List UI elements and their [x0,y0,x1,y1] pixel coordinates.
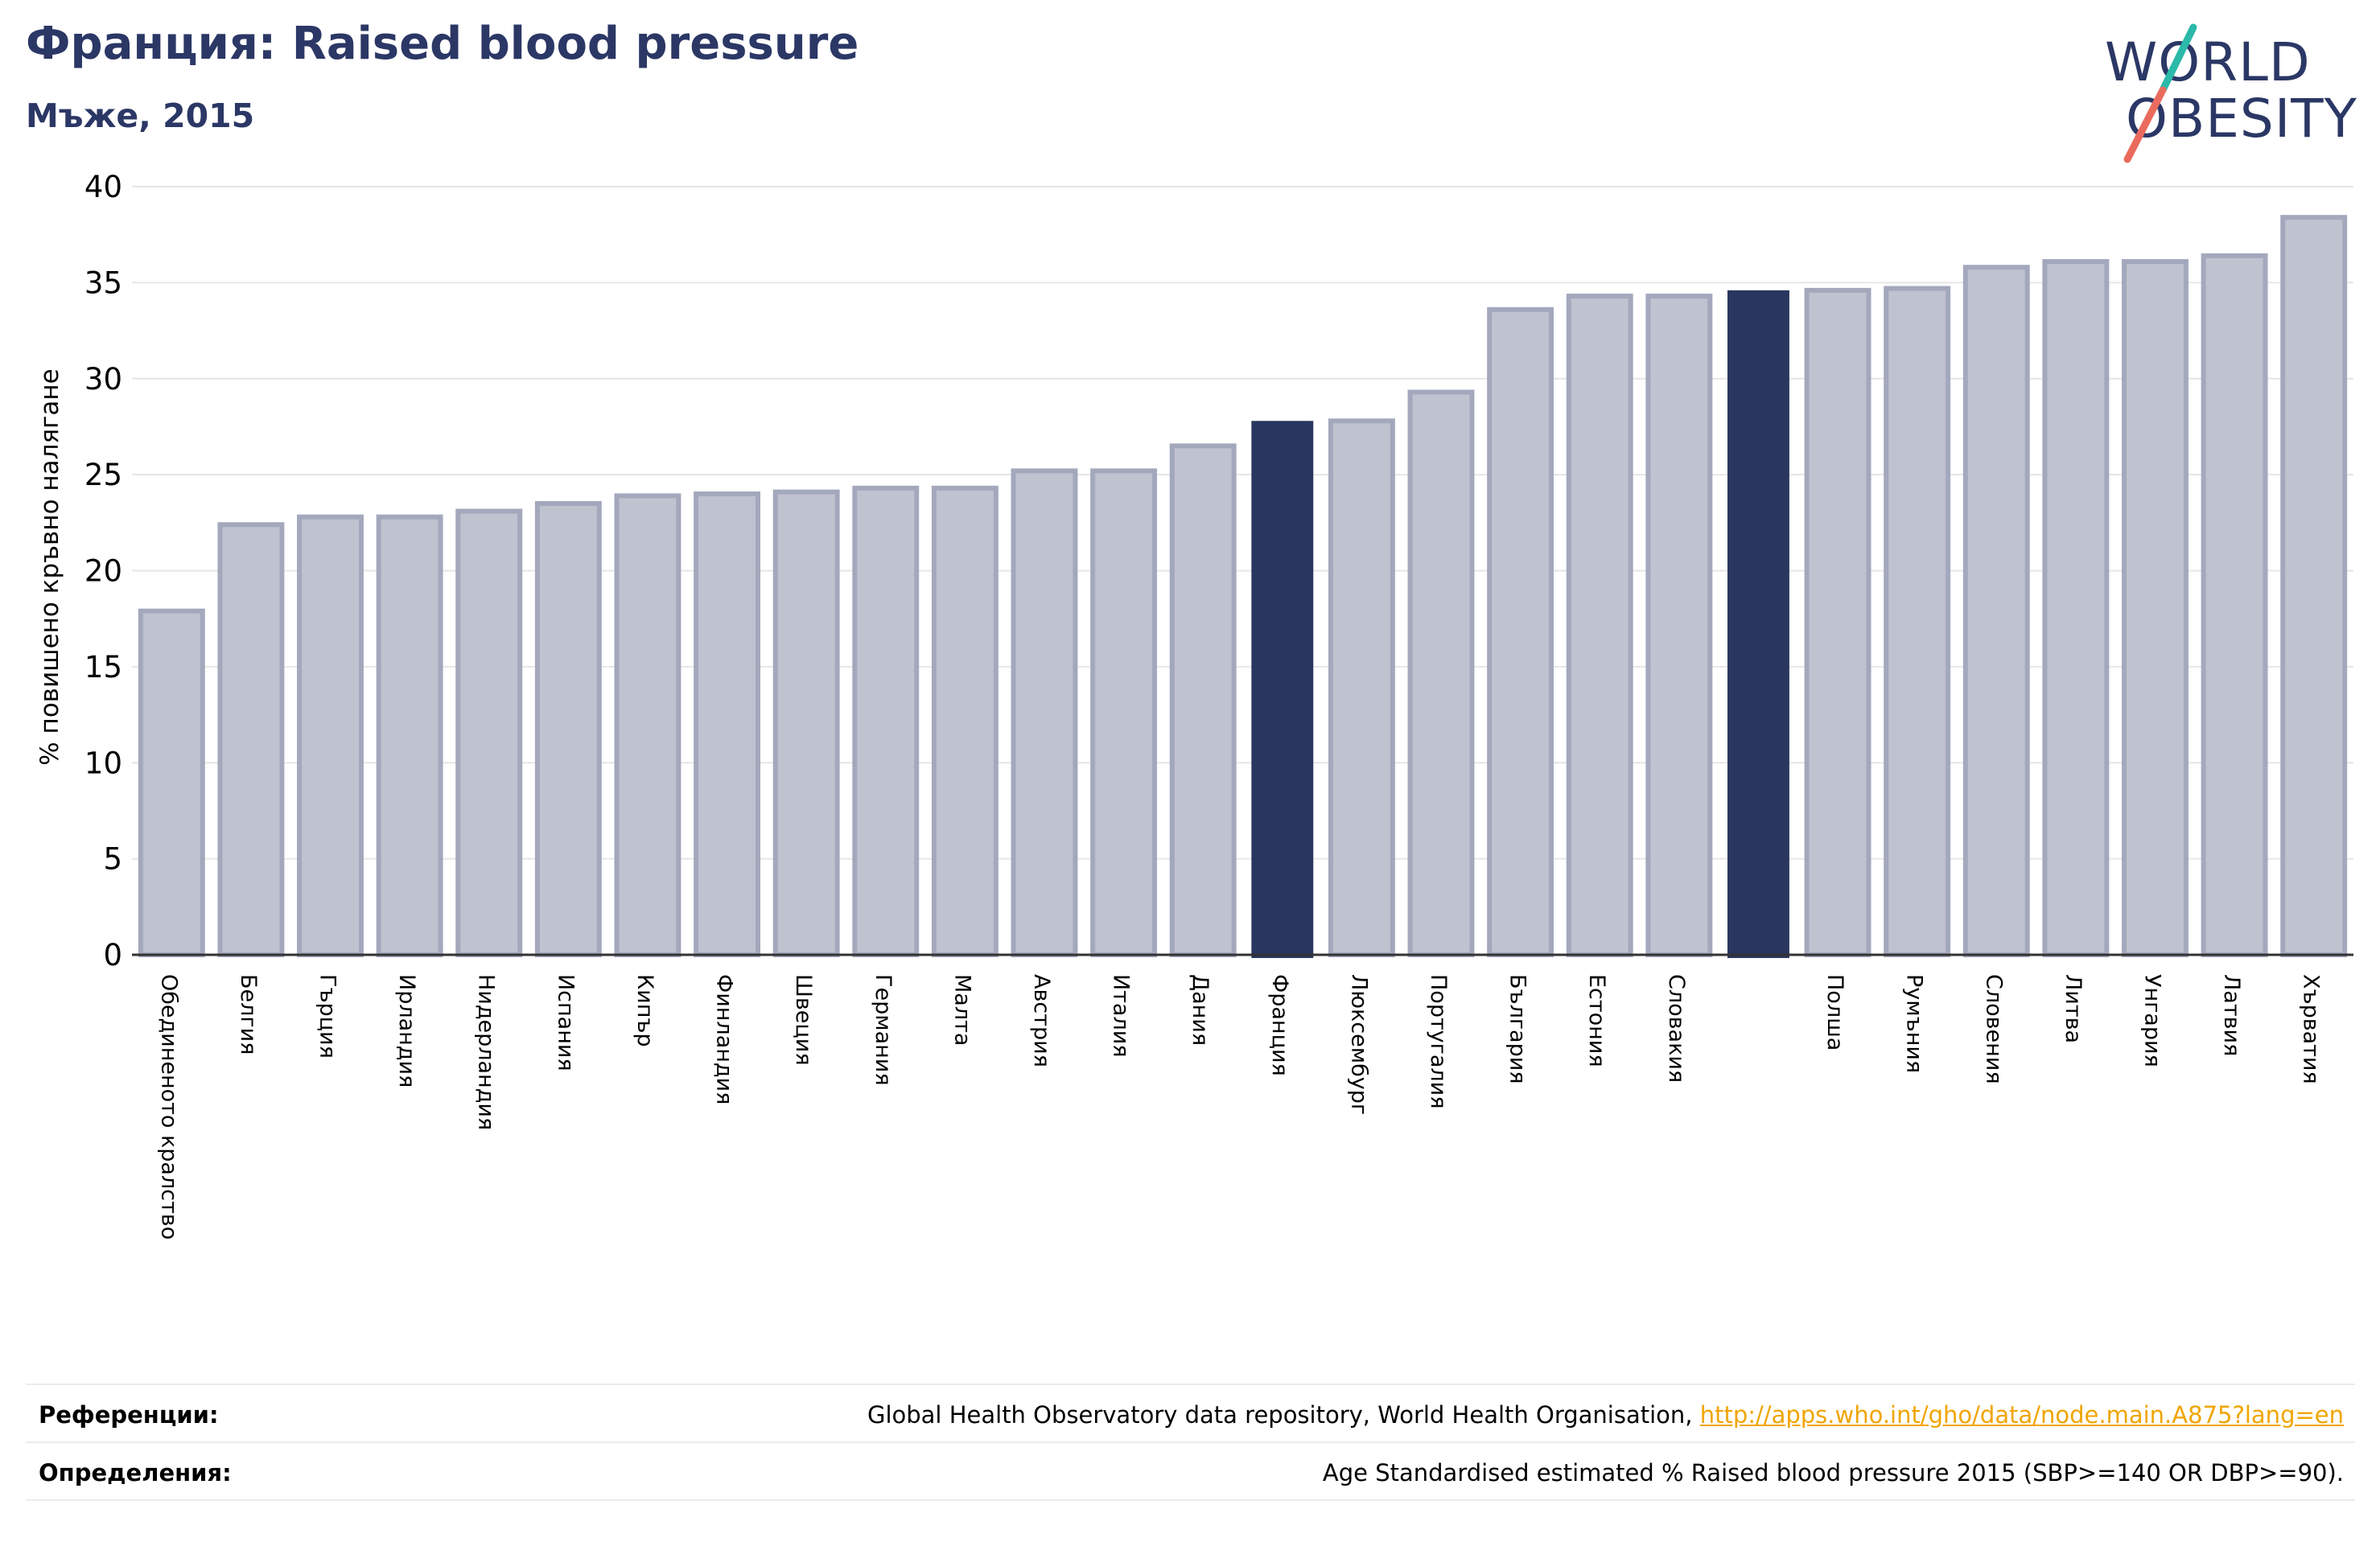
definitions-text: Age Standardised estimated % Raised bloo… [1322,1459,2344,1486]
y-tick-label: 10 [84,746,122,780]
bar-highlight [1251,421,1314,958]
bar [1566,294,1633,957]
x-tick-label: Португалия [1426,974,1451,1108]
y-tick-labels: 0 5 10 15 20 25 30 35 40 [84,170,122,972]
y-tick-label: 30 [84,362,122,397]
bar [1645,294,1713,957]
bar [2042,259,2110,957]
x-tick-label: Румъния [1902,974,1927,1073]
bar [1804,287,1871,957]
x-tick-label: Италия [1109,974,1134,1058]
bar [1962,265,2030,957]
bar [852,485,920,957]
bar [2122,259,2189,957]
bar [1169,443,1237,957]
x-tick-label: Словения [1981,974,2006,1084]
logo-line1: WORLD [2105,31,2311,93]
x-tick-label: Испания [553,974,578,1071]
x-tick-label: Германия [871,974,896,1086]
references-text: Global Health Observatory data repositor… [867,1401,2344,1429]
x-tick-label: Австрия [1029,974,1054,1067]
y-tick-label: 5 [103,842,122,877]
bar [297,514,364,957]
logo-slash-coral [2123,86,2167,163]
bar [1884,286,1951,958]
bar [1011,468,1078,957]
bar [614,493,681,957]
bar [217,522,285,957]
references-source: Global Health Observatory data repositor… [867,1401,1700,1429]
bar [1328,418,1395,957]
x-tick-label: Нидерландия [474,974,499,1130]
x-tick-label: Естония [1584,974,1609,1067]
bar [931,485,999,957]
bar [376,514,443,957]
x-tick-label: Швеция [791,974,816,1066]
bar [455,508,523,957]
definitions-row: Определения: Age Standardised estimated … [26,1441,2355,1501]
definitions-label: Определения: [39,1459,232,1486]
x-tick-label: Латвия [2219,974,2244,1056]
bar [2280,215,2348,957]
y-tick-label: 0 [103,938,122,972]
x-tick-label: Обединеното кралство [156,974,181,1240]
x-tick-label: Малта [949,974,974,1046]
references-link[interactable]: http://apps.who.int/gho/data/node.main.A… [1699,1401,2344,1429]
y-tick-label: 25 [84,458,122,492]
y-tick-label: 15 [84,650,122,685]
y-tick-label: 40 [84,170,122,204]
bar [138,608,205,957]
bar-chart: 0 5 10 15 20 25 30 35 40 Обединеното кралство Бел… [35,170,2353,1240]
bar [1090,468,1158,957]
x-tick-label: Полша [1822,974,1847,1051]
bar [1407,389,1475,957]
bar [772,489,840,957]
bars [138,215,2348,958]
x-tick-label: Хърватия [2299,974,2324,1084]
x-tick-label: Финландия [712,974,737,1104]
page-title: Франция: Raised blood pressure [26,18,859,70]
x-tick-label: Люксембург [1346,974,1371,1115]
x-tick-labels: Обединеното кралство Белгия Гърция Ирландия… [156,974,2323,1240]
world-obesity-logo: WORLD OBESITY [2105,23,2357,163]
x-tick-label: Кипър [632,974,657,1047]
bar-highlight [1727,290,1789,958]
page-subtitle: Мъже, 2015 [26,97,255,135]
y-tick-label: 35 [84,265,122,300]
x-tick-label: Словакия [1664,974,1689,1083]
x-tick-label: Литва [2061,974,2086,1043]
x-tick-label: Унгария [2139,974,2164,1067]
logo-slash-teal [2159,23,2197,94]
x-tick-label: Ирландия [394,974,419,1088]
x-tick-label: Франция [1267,974,1292,1076]
references-label: Референции: [39,1401,219,1429]
x-tick-label: България [1505,974,1530,1084]
bar [534,500,602,957]
y-tick-label: 20 [84,554,122,589]
bar [2201,253,2268,957]
y-axis-label: % повишено кръвно налягане [35,368,64,766]
references-row: Референции: Global Health Observatory da… [26,1384,2355,1441]
bar [694,491,761,957]
x-tick-label: Белгия [236,974,261,1055]
x-tick-label: Дания [1188,974,1213,1046]
x-tick-label: Гърция [315,974,340,1059]
bar [1487,306,1554,957]
logo-line2: OBESITY [2126,88,2357,150]
